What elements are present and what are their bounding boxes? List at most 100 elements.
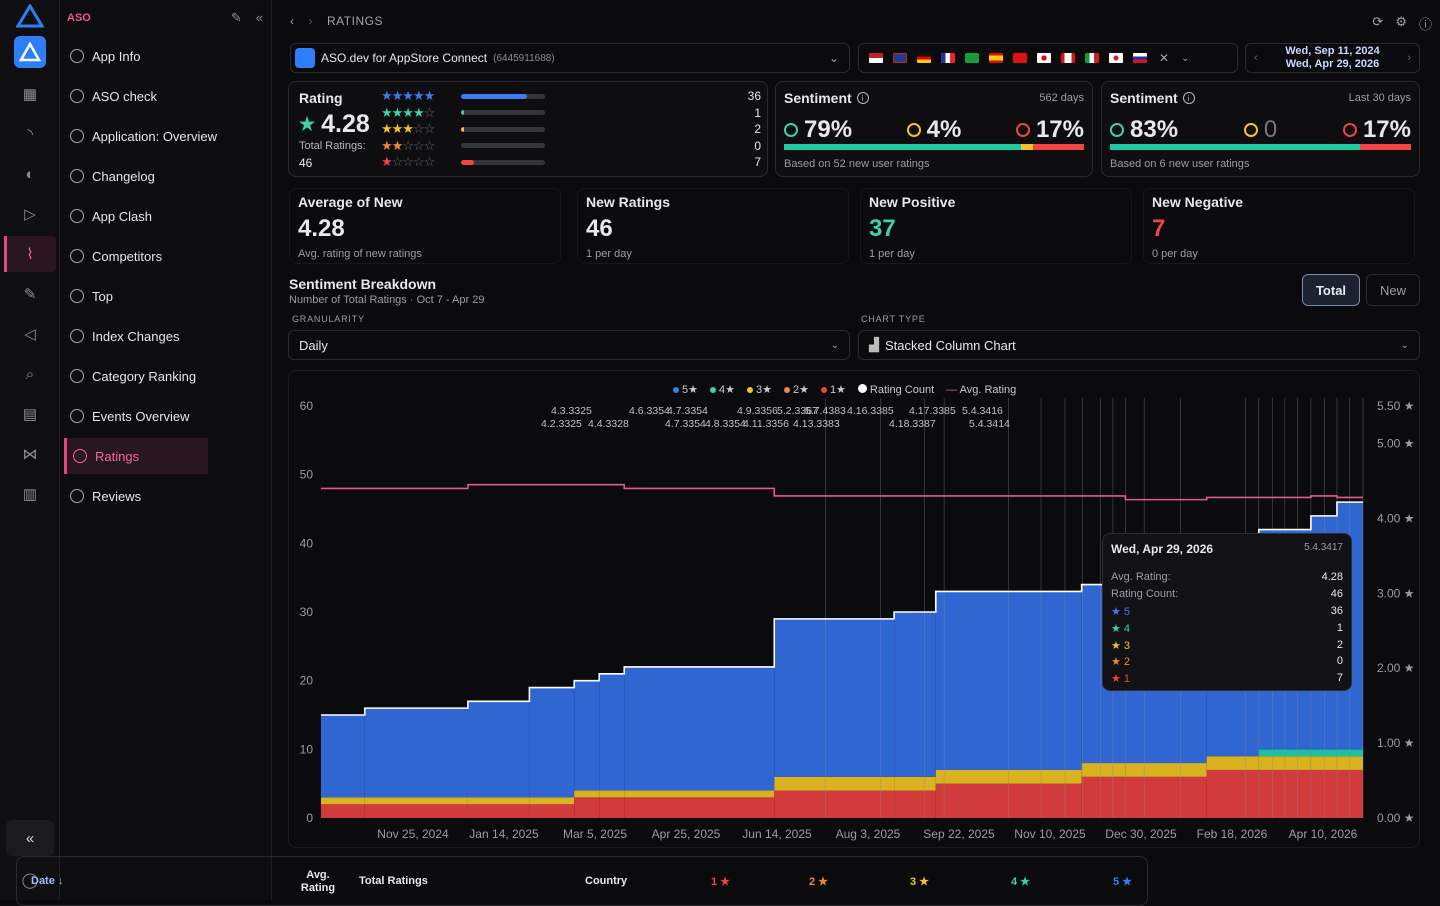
collapse-sidebar-icon[interactable]: « xyxy=(255,10,263,25)
legend-5-star[interactable]: 5★ xyxy=(673,383,698,396)
rating-bar xyxy=(461,93,545,99)
flag-fr-icon[interactable] xyxy=(941,53,955,63)
legend-4-star[interactable]: 4★ xyxy=(709,383,735,396)
flag-kr-icon[interactable] xyxy=(1109,53,1123,63)
col-5-star[interactable]: 5 ★ xyxy=(1113,876,1133,888)
star-icon xyxy=(73,449,87,463)
tooltip-version: 5.4.3417 xyxy=(1304,542,1343,553)
grid-icon[interactable]: ▦ xyxy=(22,86,38,103)
breakdown-subtitle: Number of Total Ratings · Oct 7 - Apr 29 xyxy=(289,294,485,306)
stat-new-ratings: New Ratings 46 1 per day xyxy=(577,188,849,264)
sidebar-item-reviews[interactable]: Reviews xyxy=(64,478,208,514)
col-2-star[interactable]: 2 ★ xyxy=(809,876,829,888)
sidebar-item-app-clash[interactable]: App Clash xyxy=(64,198,208,234)
legend-3-star[interactable]: 3★ xyxy=(746,383,772,396)
info-icon[interactable]: i xyxy=(856,92,869,104)
sidebar-item-events-overview[interactable]: Events Overview xyxy=(64,398,208,434)
granularity-select[interactable]: Daily ⌄ xyxy=(288,330,850,360)
clear-countries-icon[interactable]: ✕ xyxy=(1159,51,1170,65)
megaphone-icon[interactable]: ◁ xyxy=(24,326,36,343)
next-range-icon[interactable]: › xyxy=(1407,52,1411,64)
edit-icon[interactable]: ✎ xyxy=(230,10,242,25)
rating-bar xyxy=(461,143,545,148)
sidebar-item-changelog[interactable]: Changelog xyxy=(64,158,208,194)
help-icon[interactable]: ⓘ xyxy=(1418,17,1432,32)
back-arrow-icon[interactable]: ‹ xyxy=(290,14,295,28)
legend-rating-count[interactable]: Rating Count xyxy=(857,383,934,396)
rss-icon[interactable]: ◝ xyxy=(27,126,33,143)
play-icon[interactable]: ▷ xyxy=(24,206,36,223)
stars-icon: ★☆☆☆☆ xyxy=(381,154,435,169)
bar-s3 xyxy=(364,797,468,805)
sidebar-item-aso-check[interactable]: ASO check xyxy=(64,78,208,114)
legend-avg-rating[interactable]: — Avg. Rating xyxy=(946,383,1017,396)
app-selector[interactable]: ASO.dev for AppStore Connect (6445911688… xyxy=(290,43,850,73)
date-range-picker[interactable]: ‹ Wed, Sep 11, 2024 Wed, Apr 29, 2026 › xyxy=(1245,43,1420,73)
col-avg-rating[interactable]: Avg. Rating xyxy=(300,869,336,894)
col-total-ratings[interactable]: Total Ratings xyxy=(359,875,428,887)
bar-s1 xyxy=(1125,776,1207,818)
neutral-value: 0 xyxy=(1243,116,1277,144)
legend-1-star[interactable]: 1★ xyxy=(820,383,846,396)
store-icon[interactable]: ▥ xyxy=(22,486,38,503)
sidebar-item-top[interactable]: Top xyxy=(64,278,208,314)
col-3-star[interactable]: 3 ★ xyxy=(910,876,930,888)
neutral-value: 4% xyxy=(906,116,961,144)
info-icon[interactable]: i xyxy=(1182,92,1195,104)
sentiment-title: Sentiment i xyxy=(1110,90,1195,106)
ratings-table-header: Date ↓ Avg. Rating Total Ratings Country… xyxy=(16,856,1148,906)
y-tick-label: 20 xyxy=(300,674,314,688)
collapse-rail-button[interactable]: « xyxy=(6,820,54,856)
col-1-star[interactable]: 1 ★ xyxy=(711,876,731,888)
col-country[interactable]: Country xyxy=(585,875,628,887)
new-toggle-button[interactable]: New xyxy=(1366,274,1420,306)
sidebar-item-competitors[interactable]: Competitors xyxy=(64,238,208,274)
search-analytics-icon[interactable]: ⌕ xyxy=(25,365,35,383)
flag-ca-icon[interactable] xyxy=(1061,53,1075,63)
flag-us-icon[interactable] xyxy=(869,53,883,63)
sidebar-item-app-info[interactable]: App Info xyxy=(64,38,208,74)
user-icon[interactable]: ◯ xyxy=(21,872,39,889)
col-4-star[interactable]: 4 ★ xyxy=(1011,876,1031,888)
rating-card: Rating ★ 4.28 Total Ratings: 46 ★★★★★ 36 ★★… xyxy=(288,81,768,177)
flag-br-icon[interactable] xyxy=(965,53,979,63)
sentiment-period: Last 30 days xyxy=(1348,92,1411,104)
col-date[interactable]: Date ↓ xyxy=(31,875,64,887)
flag-gb-icon[interactable] xyxy=(893,53,907,63)
chevron-down-icon[interactable]: ⌄ xyxy=(1181,52,1190,64)
sidebar-item-ratings[interactable]: Ratings xyxy=(64,438,208,474)
chart-type-select[interactable]: ▟ Stacked Column Chart ⌄ xyxy=(858,330,1420,360)
flag-jp-icon[interactable] xyxy=(1037,53,1051,63)
trend-icon[interactable]: ⌇ xyxy=(26,246,34,263)
sidebar-item-category-ranking[interactable]: Category Ranking xyxy=(64,358,208,394)
version-label: 4.7.3354 xyxy=(667,405,708,417)
forward-arrow-icon[interactable]: › xyxy=(308,14,313,28)
main-content: ‹ › RATINGS ⟳ ⚙ ⓘ ASO.dev for AppStore C… xyxy=(272,0,1440,900)
sidebar-item-overview[interactable]: Application: Overview xyxy=(64,118,244,154)
version-label: 4.7.3354 xyxy=(665,418,706,430)
prev-range-icon[interactable]: ‹ xyxy=(1254,52,1258,64)
vscode-icon[interactable]: ⋈ xyxy=(22,446,38,463)
chart-tooltip: Wed, Apr 29, 2026 5.4.3417 Avg. Rating: 4… xyxy=(1102,533,1352,691)
flag-es-icon[interactable] xyxy=(989,53,1003,63)
country-filter[interactable]: ✕ ⌄ xyxy=(858,43,1238,73)
sidebar-item-index-changes[interactable]: Index Changes xyxy=(64,318,208,354)
flag-de-icon[interactable] xyxy=(917,53,931,63)
breadcrumb: ‹ › RATINGS xyxy=(290,14,383,28)
total-toggle-button[interactable]: Total xyxy=(1302,274,1360,306)
legend-2-star[interactable]: 2★ xyxy=(783,383,809,396)
frown-icon xyxy=(1015,123,1030,137)
neutral-face-icon xyxy=(906,123,921,137)
app-logo-icon[interactable] xyxy=(14,36,46,68)
y-tick-label: 60 xyxy=(300,399,314,413)
flag-cn-icon[interactable] xyxy=(1013,53,1027,63)
chart-icon[interactable]: ▤ xyxy=(22,406,38,423)
tools-icon[interactable]: ✎ xyxy=(23,286,37,303)
refresh-icon[interactable]: ⟳ xyxy=(1372,14,1384,29)
bar-s5 xyxy=(529,687,575,798)
flag-it-icon[interactable] xyxy=(1085,53,1099,63)
gear-icon[interactable]: ⚙ xyxy=(1395,14,1407,29)
apple-icon[interactable]: ◐ xyxy=(25,165,35,183)
flag-ru-icon[interactable] xyxy=(1133,53,1147,63)
